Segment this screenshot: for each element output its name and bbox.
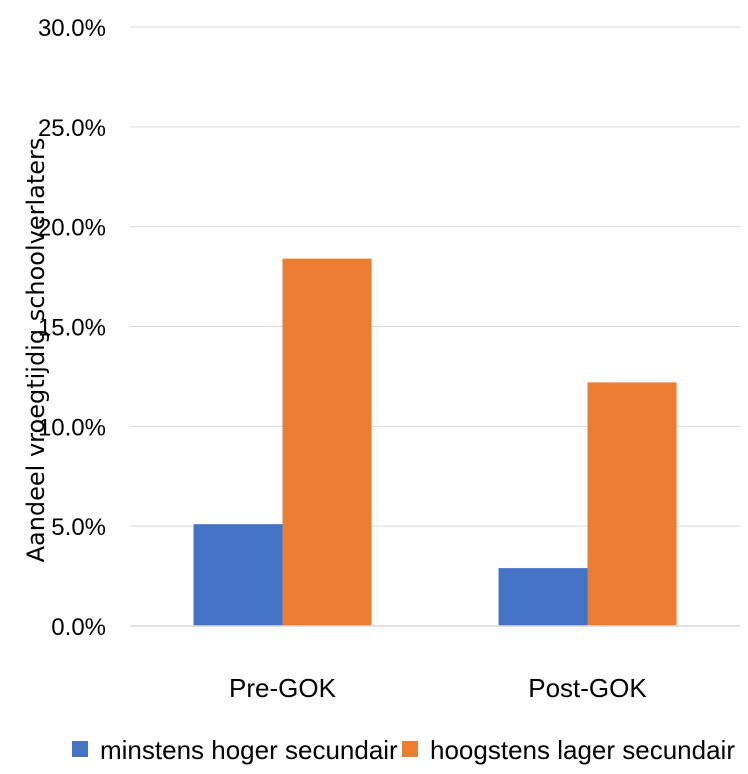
- y-tick-label: 25.0%: [38, 115, 106, 142]
- y-tick-label: 20.0%: [38, 215, 106, 242]
- bar-minstens-hoger-post-gok: [498, 568, 588, 626]
- legend-swatch: [72, 741, 88, 757]
- y-tick-label: 10.0%: [38, 414, 106, 441]
- bars: [193, 258, 677, 626]
- bar-minstens-hoger-pre-gok: [193, 524, 283, 626]
- y-tick-label: 5.0%: [51, 514, 106, 541]
- legend: minstens hoger secundair hoogstens lager …: [72, 735, 735, 765]
- legend-label: hoogstens lager secundair: [430, 735, 735, 765]
- x-category-label: Pre-GOK: [229, 673, 337, 703]
- y-axis-label: Aandeel vroegtijdig schoolverlaters: [22, 138, 50, 563]
- bar-hoogstens-lager-post-gok: [587, 382, 677, 626]
- legend-swatch: [402, 741, 418, 757]
- legend-label: minstens hoger secundair: [100, 735, 398, 765]
- x-axis-categories: Pre-GOK Post-GOK: [229, 673, 647, 703]
- x-category-label: Post-GOK: [528, 673, 647, 703]
- y-tick-label: 0.0%: [51, 614, 106, 641]
- y-tick-label: 30.0%: [38, 15, 106, 42]
- bar-hoogstens-lager-pre-gok: [282, 258, 372, 626]
- y-axis-ticks: 0.0% 5.0% 10.0% 15.0% 20.0% 25.0% 30.0%: [38, 15, 106, 641]
- y-tick-label: 15.0%: [38, 315, 106, 342]
